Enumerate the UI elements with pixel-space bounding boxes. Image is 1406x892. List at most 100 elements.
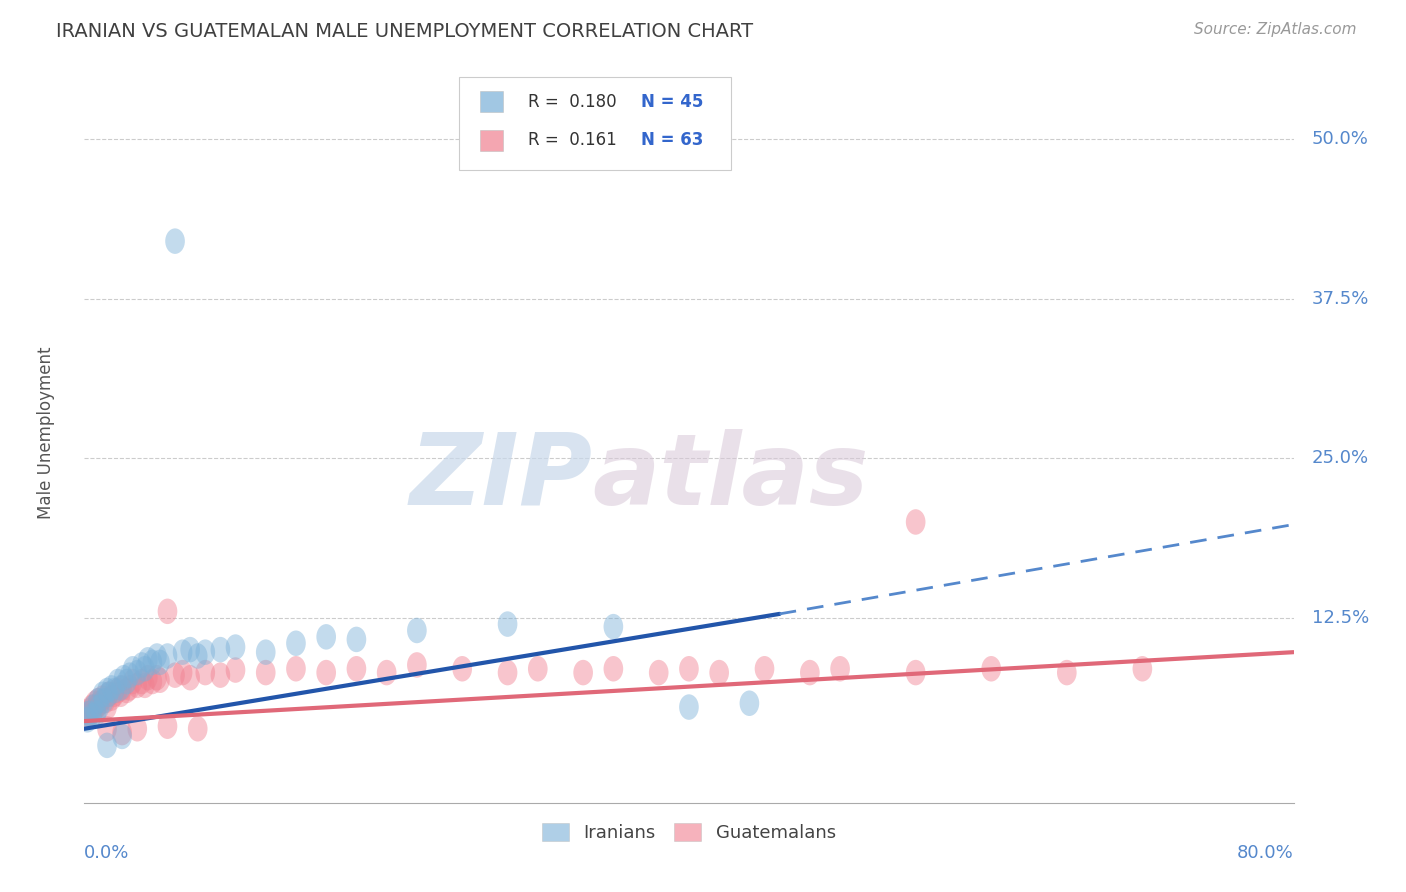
Text: 25.0%: 25.0% (1312, 450, 1369, 467)
Ellipse shape (157, 714, 177, 739)
FancyBboxPatch shape (479, 91, 503, 112)
Ellipse shape (77, 707, 97, 732)
Ellipse shape (831, 656, 849, 681)
Ellipse shape (316, 624, 336, 649)
Ellipse shape (740, 690, 759, 716)
Ellipse shape (135, 656, 155, 681)
Ellipse shape (188, 643, 208, 669)
Ellipse shape (132, 652, 152, 678)
Ellipse shape (97, 732, 117, 758)
Ellipse shape (256, 660, 276, 685)
Ellipse shape (83, 698, 103, 723)
Ellipse shape (180, 637, 200, 663)
Text: R =  0.180: R = 0.180 (529, 93, 617, 111)
Ellipse shape (148, 643, 167, 669)
Ellipse shape (97, 694, 117, 720)
Ellipse shape (135, 673, 155, 698)
Ellipse shape (650, 660, 668, 685)
Ellipse shape (603, 656, 623, 681)
Ellipse shape (287, 656, 305, 681)
Ellipse shape (122, 656, 142, 681)
Text: 80.0%: 80.0% (1237, 844, 1294, 862)
Ellipse shape (316, 660, 336, 685)
Ellipse shape (128, 660, 148, 685)
Ellipse shape (117, 678, 136, 703)
Ellipse shape (180, 665, 200, 690)
Ellipse shape (89, 688, 108, 714)
Ellipse shape (138, 665, 157, 690)
Ellipse shape (90, 694, 110, 720)
FancyBboxPatch shape (479, 130, 503, 151)
Ellipse shape (120, 675, 139, 701)
Ellipse shape (98, 681, 118, 707)
Ellipse shape (128, 716, 148, 741)
Ellipse shape (195, 640, 215, 665)
Ellipse shape (905, 509, 925, 534)
FancyBboxPatch shape (460, 78, 731, 169)
Ellipse shape (173, 660, 193, 685)
Ellipse shape (679, 656, 699, 681)
Ellipse shape (166, 663, 184, 688)
Ellipse shape (108, 678, 128, 703)
Ellipse shape (111, 681, 131, 707)
Ellipse shape (195, 660, 215, 685)
Ellipse shape (93, 681, 112, 707)
Text: 50.0%: 50.0% (1312, 130, 1368, 148)
Ellipse shape (114, 665, 134, 690)
Ellipse shape (166, 228, 184, 254)
Ellipse shape (188, 716, 208, 741)
Ellipse shape (173, 640, 193, 665)
Ellipse shape (101, 685, 121, 711)
Ellipse shape (755, 656, 775, 681)
Ellipse shape (981, 656, 1001, 681)
Ellipse shape (105, 681, 124, 707)
Ellipse shape (498, 611, 517, 637)
Ellipse shape (142, 669, 162, 694)
Ellipse shape (112, 723, 132, 749)
Ellipse shape (89, 688, 108, 714)
Ellipse shape (138, 647, 157, 673)
Ellipse shape (1057, 660, 1077, 685)
Text: Source: ZipAtlas.com: Source: ZipAtlas.com (1194, 22, 1357, 37)
Ellipse shape (710, 660, 728, 685)
Ellipse shape (529, 656, 547, 681)
Ellipse shape (211, 637, 231, 663)
Ellipse shape (148, 665, 167, 690)
Text: Male Unemployment: Male Unemployment (37, 346, 55, 519)
Ellipse shape (347, 656, 366, 681)
Ellipse shape (80, 701, 100, 726)
Ellipse shape (112, 675, 132, 701)
Ellipse shape (226, 657, 245, 682)
Ellipse shape (122, 669, 142, 694)
Text: 37.5%: 37.5% (1312, 290, 1369, 308)
Ellipse shape (101, 675, 121, 701)
Legend: Iranians, Guatemalans: Iranians, Guatemalans (534, 815, 844, 849)
Ellipse shape (132, 669, 152, 694)
Ellipse shape (408, 617, 426, 643)
Ellipse shape (150, 649, 170, 675)
Text: atlas: atlas (592, 428, 869, 525)
Text: ZIP: ZIP (409, 428, 592, 525)
Ellipse shape (117, 669, 136, 694)
Ellipse shape (905, 660, 925, 685)
Ellipse shape (108, 669, 128, 694)
Ellipse shape (142, 649, 162, 675)
Ellipse shape (211, 663, 231, 688)
Ellipse shape (287, 631, 305, 656)
Ellipse shape (157, 599, 177, 624)
Ellipse shape (347, 627, 366, 652)
Ellipse shape (79, 698, 98, 723)
Ellipse shape (498, 660, 517, 685)
Text: N = 45: N = 45 (641, 93, 703, 111)
Text: R =  0.161: R = 0.161 (529, 131, 617, 149)
Ellipse shape (76, 701, 96, 726)
Ellipse shape (679, 694, 699, 720)
Ellipse shape (87, 701, 107, 726)
Ellipse shape (87, 694, 107, 720)
Ellipse shape (408, 652, 426, 678)
Ellipse shape (97, 678, 117, 703)
Ellipse shape (90, 690, 110, 716)
Text: 0.0%: 0.0% (84, 844, 129, 862)
Ellipse shape (256, 640, 276, 665)
Ellipse shape (82, 703, 101, 729)
